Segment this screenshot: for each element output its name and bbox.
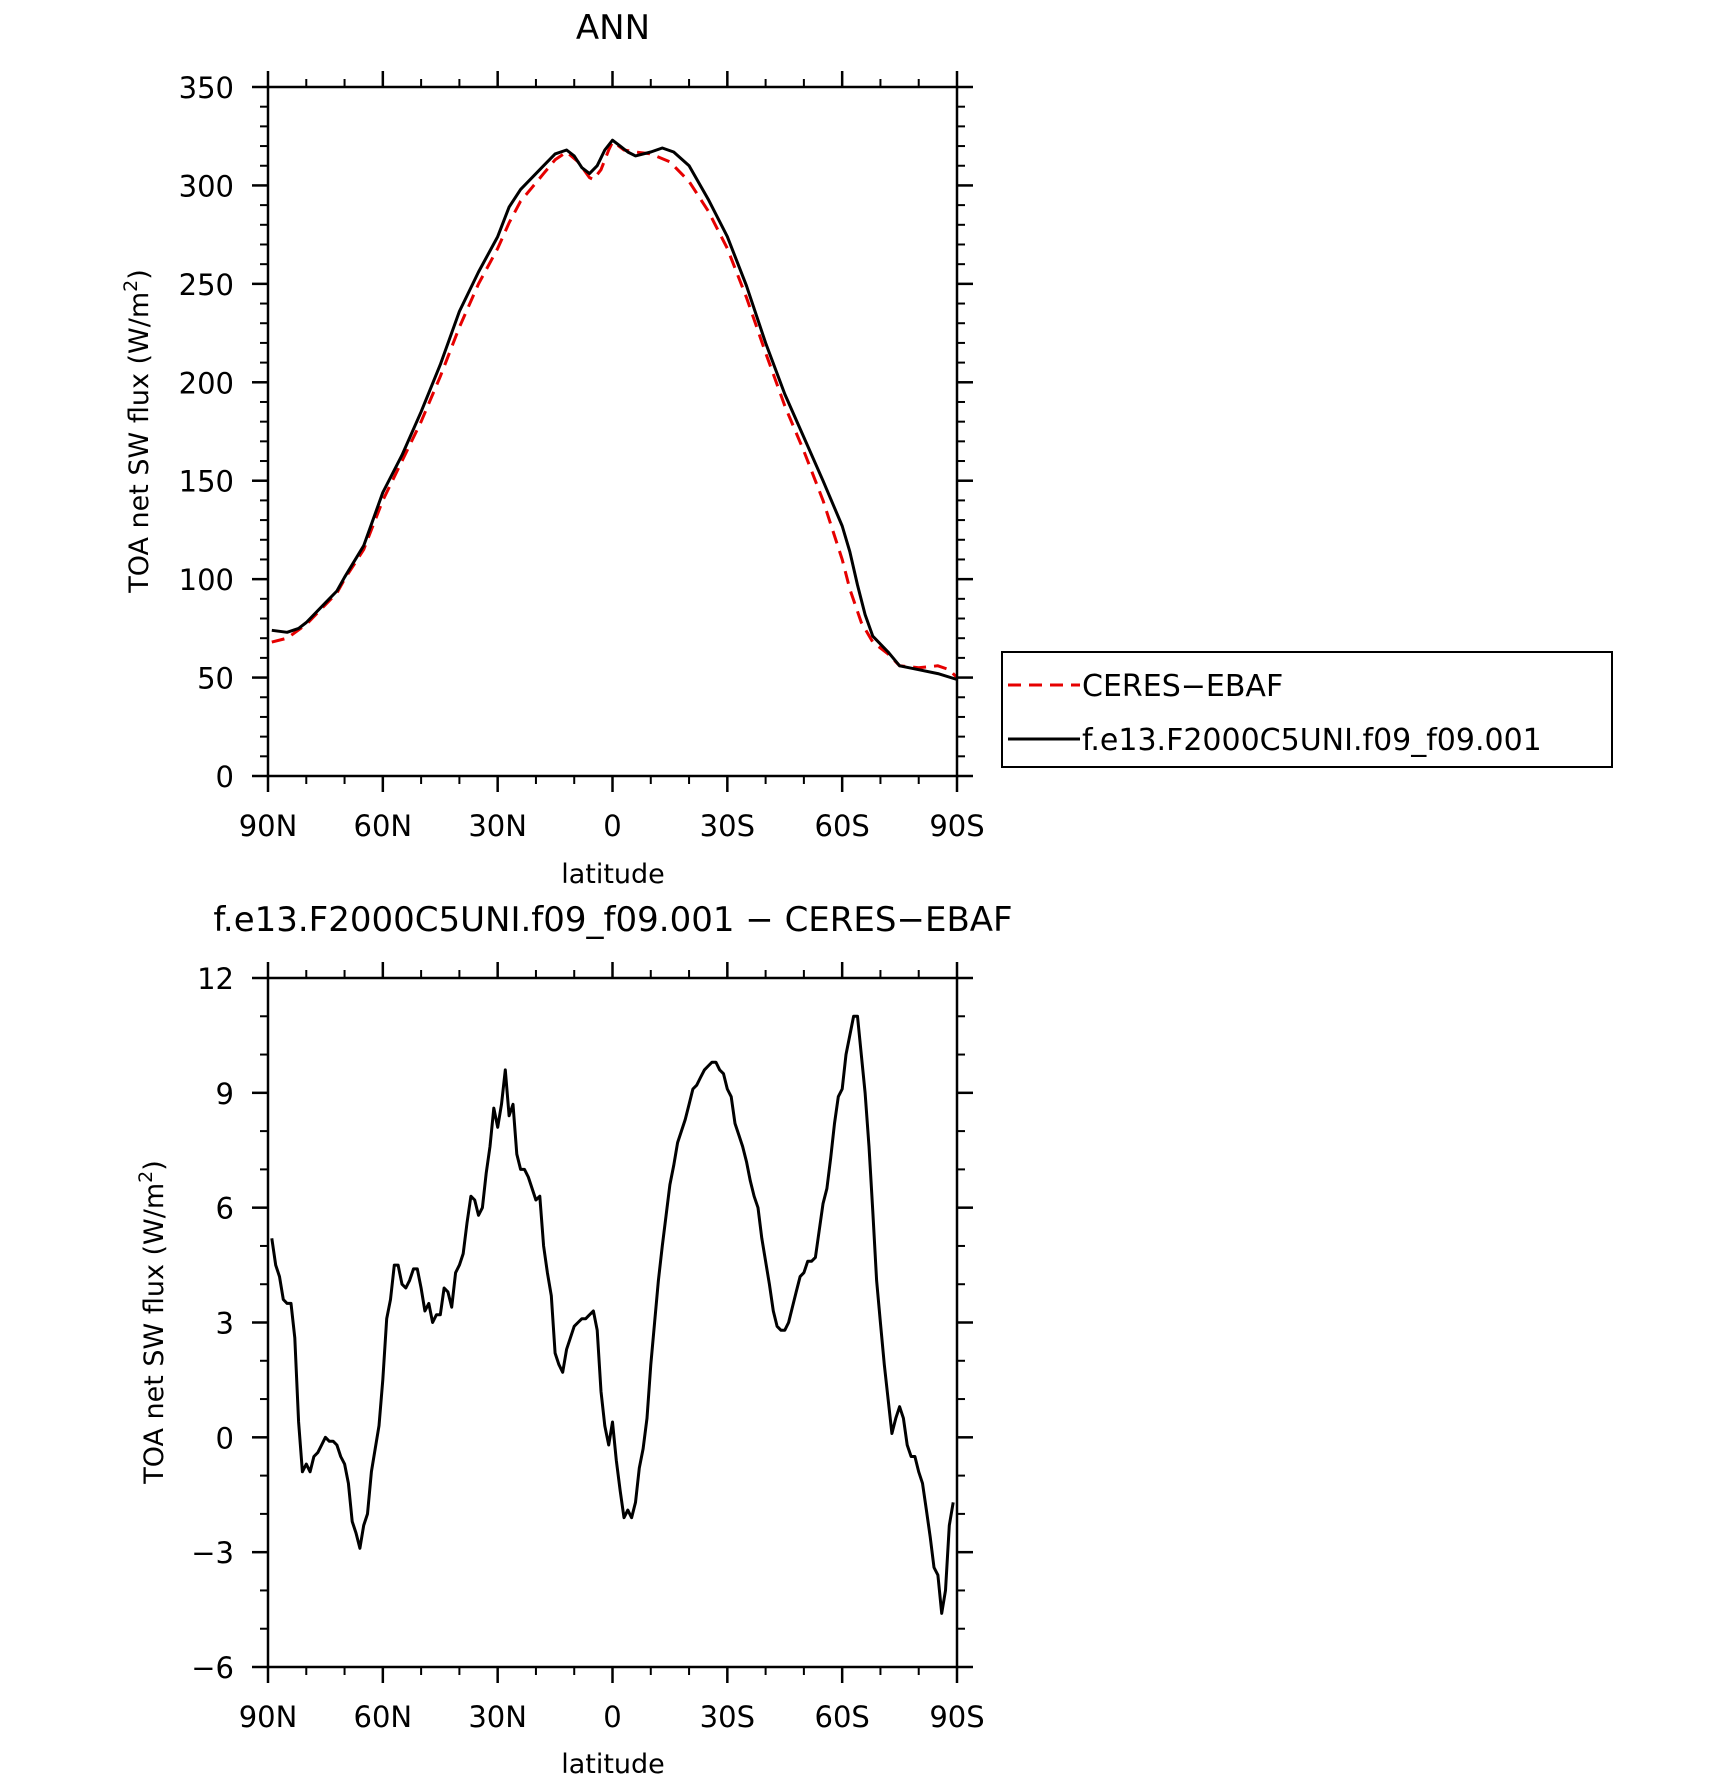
bottom-tick-labels: 90N 60N 30N 0 30S 60S 90S −6 −3 0 3 6 9 12	[191, 962, 984, 1734]
bottom-series-group	[270, 1014, 955, 1615]
top-tick-group	[252, 71, 973, 792]
bottom-x-tick-label: 90N	[239, 1700, 298, 1734]
top-series-group	[271, 138, 959, 681]
legend-box	[1001, 651, 1613, 768]
top-y-tick-label: 200	[179, 366, 234, 400]
bottom-plot-frame	[266, 976, 959, 1669]
top-x-tick-label: 90S	[929, 809, 984, 843]
top-x-axis-label: latitude	[561, 859, 665, 890]
top-series-line-0	[271, 140, 959, 679]
legend-label-ceres: CERES−EBAF	[1082, 669, 1283, 704]
top-y-tick-label: 150	[179, 465, 234, 499]
top-x-tick-label: 0	[603, 809, 621, 843]
top-panel: ANN 90N 60N 30N 0 30S 60S 90S 0 50 100 150 200 250 30…	[120, 8, 1613, 890]
bottom-y-tick-label: −6	[191, 1651, 234, 1685]
bottom-x-axis-label: latitude	[561, 1749, 665, 1777]
bottom-panel: f.e13.F2000C5UNI.f09_f09.001 − CERES−EBA…	[135, 900, 1013, 1777]
top-x-tick-label: 30N	[468, 809, 527, 843]
bottom-y-axis-label: TOA net SW flux (W/m2)	[135, 1160, 170, 1485]
top-y-tick-label: 100	[179, 563, 234, 597]
bottom-x-tick-label: 30S	[700, 1700, 755, 1734]
top-y-tick-label: 300	[179, 169, 234, 203]
bottom-title: f.e13.F2000C5UNI.f09_f09.001 − CERES−EBA…	[213, 900, 1012, 940]
bottom-y-tick-label: 12	[197, 962, 234, 996]
top-series-line-1	[271, 138, 958, 681]
legend: CERES−EBAF f.e13.F2000C5UNI.f09_f09.001	[1001, 651, 1613, 768]
bottom-x-tick-label: 0	[603, 1700, 621, 1734]
top-y-tick-label: 0	[216, 760, 234, 794]
top-x-tick-label: 30S	[700, 809, 755, 843]
top-y-axis-label: TOA net SW flux (W/m2)	[120, 269, 155, 594]
bottom-x-tick-label: 30N	[468, 1700, 527, 1734]
bottom-y-tick-label: −3	[191, 1536, 234, 1570]
top-plot-frame	[266, 85, 959, 778]
bottom-y-tick-label: 9	[216, 1077, 234, 1111]
top-x-tick-label: 60S	[815, 809, 870, 843]
bottom-tick-group	[252, 962, 973, 1683]
top-y-tick-label: 350	[179, 71, 234, 105]
bottom-series-line-0	[270, 1014, 955, 1615]
bottom-y-tick-label: 0	[216, 1421, 234, 1455]
bottom-x-tick-label: 60N	[354, 1700, 413, 1734]
top-x-tick-label: 60N	[354, 809, 413, 843]
legend-label-model: f.e13.F2000C5UNI.f09_f09.001	[1082, 723, 1542, 758]
bottom-x-tick-label: 60S	[815, 1700, 870, 1734]
top-title: ANN	[576, 8, 650, 48]
top-y-tick-label: 250	[179, 268, 234, 302]
top-x-tick-label: 90N	[239, 809, 298, 843]
bottom-y-tick-label: 3	[216, 1307, 234, 1341]
top-y-tick-label: 50	[197, 662, 234, 696]
bottom-x-tick-label: 90S	[929, 1700, 984, 1734]
bottom-y-tick-label: 6	[216, 1192, 234, 1226]
top-tick-labels: 90N 60N 30N 0 30S 60S 90S 0 50 100 150 200 250 300 350	[179, 71, 985, 843]
